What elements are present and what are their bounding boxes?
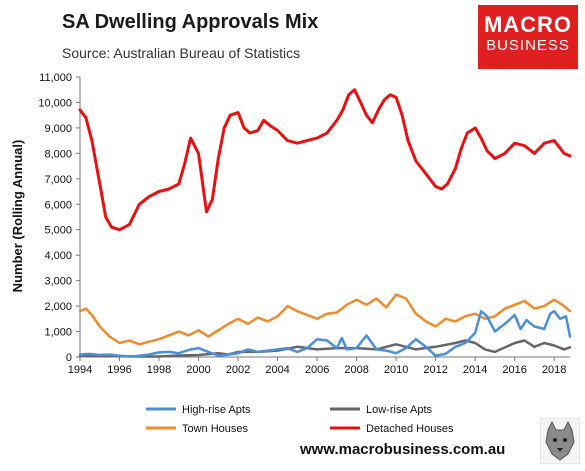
x-tick-label: 1994: [68, 364, 92, 376]
y-tick-label: 0: [66, 352, 72, 364]
y-tick-label: 9,000: [44, 123, 72, 135]
footer-url: www.macrobusiness.com.au: [300, 441, 506, 458]
legend-label-high-rise-apts: High-rise Apts: [182, 404, 251, 416]
chart-legend: High-rise Apts Low-rise Apts Town Houses De…: [146, 404, 454, 435]
x-tick-label: 1998: [147, 364, 171, 376]
chart-axes: 0 1,000 2,000 3,000 4,000 5,000 6,000 7,000 8,00…: [38, 72, 570, 376]
x-tick-label: 2018: [542, 364, 566, 376]
legend-label-low-rise-apts: Low-rise Apts: [366, 404, 433, 416]
y-tick-label: 10,000: [38, 97, 72, 109]
series-line-low-rise-apts: [78, 339, 572, 358]
logo-line-2: BUSINESS: [486, 37, 570, 54]
x-tick-label: 2008: [344, 364, 368, 376]
chart-title: SA Dwelling Approvals Mix: [62, 11, 319, 33]
y-tick-label: 4,000: [44, 250, 72, 262]
x-tick-label: 2016: [502, 364, 526, 376]
legend-label-town-houses: Town Houses: [182, 423, 249, 435]
wolf-logo-icon: [540, 418, 580, 464]
logo-line-1: MACRO: [483, 12, 573, 37]
y-tick-label: 3,000: [44, 276, 72, 288]
x-tick-label: 2004: [265, 364, 289, 376]
y-tick-label: 2,000: [44, 301, 72, 313]
x-tick-label: 1996: [107, 364, 131, 376]
y-tick-label: 6,000: [44, 199, 72, 211]
x-tick-label: 2006: [305, 364, 329, 376]
y-tick-label: 5,000: [44, 225, 72, 237]
chart-series: [78, 88, 572, 358]
x-tick-label: 2012: [423, 364, 447, 376]
series-line-detached-houses: [78, 88, 572, 232]
chart-subtitle: Source: Australian Bureau of Statistics: [62, 45, 301, 61]
y-tick-label: 11,000: [39, 72, 72, 84]
y-tick-label: 7,000: [44, 174, 72, 186]
series-line-town-houses: [78, 293, 572, 346]
x-tick-label: 2010: [384, 364, 408, 376]
y-tick-label: 1,000: [44, 327, 72, 339]
y-axis-label: Number (Rolling Annual): [10, 140, 25, 293]
x-tick-label: 2000: [186, 364, 210, 376]
legend-label-detached-houses: Detached Houses: [366, 423, 454, 435]
macrobusiness-logo: MACRO BUSINESS: [478, 5, 578, 69]
x-tick-label: 2014: [463, 364, 487, 376]
x-tick-label: 2002: [226, 364, 250, 376]
series-line-high-rise-apts: [78, 309, 572, 358]
y-tick-label: 8,000: [44, 148, 72, 160]
